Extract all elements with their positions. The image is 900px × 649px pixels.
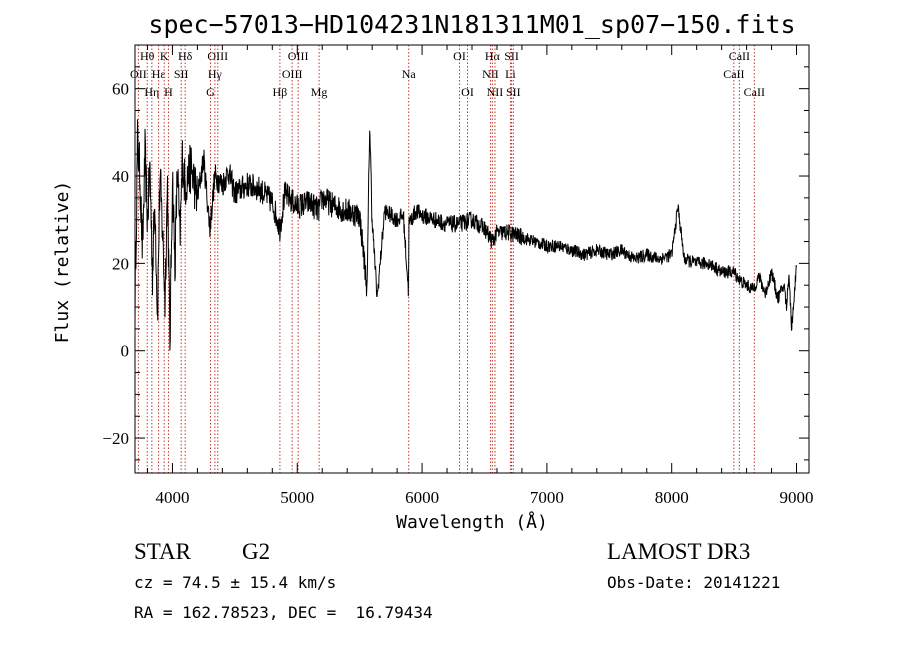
spectral-line-label-4: K [160,49,169,63]
spectral-line-label-10: OIII [207,49,228,63]
chart-title: spec−57013−HD104231N181311M01_sp07−150.f… [148,10,795,39]
spectral-line-label-0: Hθ [140,49,155,63]
axes: 4000 5000 6000 7000 8000 9000 −20 0 20 40 60 [102,44,814,507]
spectral-line-label-22: SII [504,49,519,63]
spectral-line-label-15: Na [402,67,417,81]
y-tick-label-1: 0 [121,342,130,361]
object-class: STAR [134,539,191,564]
spectral-line-label-26: CaII [744,85,765,99]
spectral-line-markers: HθOIIHηHεKHSIIHδGHγOIIIHβOIIIOIIIMgNaOIO… [130,45,765,473]
x-axis-label: Wavelength (Å) [396,511,548,533]
plot-area [134,119,797,351]
spectral-line-label-1: OII [130,67,147,81]
x-tick-label-2: 6000 [405,488,439,507]
y-axis-label: Flux (relative) [52,181,73,344]
spectral-line-label-12: OIII [282,67,303,81]
x-tick-label-4: 8000 [655,488,689,507]
spectral-line-label-7: Hδ [178,49,193,63]
spectral-line-label-13: OIII [288,49,309,63]
spectral-line-label-23: SII [506,85,521,99]
y-tick-label-3: 40 [112,167,129,186]
object-subclass: G2 [242,539,271,564]
y-tick-label-2: 20 [112,254,129,273]
x-tick-label-5: 9000 [780,488,814,507]
spectral-line-label-19: Hα [485,49,501,63]
spectral-line-label-18: NII [482,67,499,81]
spectral-line-label-2: Hη [144,85,159,99]
spectral-line-label-6: SII [174,67,189,81]
x-tick-label-1: 5000 [280,488,314,507]
y-tick-label-4: 60 [112,80,129,99]
spectral-line-label-20: NII [487,85,504,99]
x-tick-label-0: 4000 [155,488,189,507]
coordinates-text: RA = 162.78523, DEC = 16.79434 [134,603,433,622]
flux-series-line [134,119,797,351]
spectral-line-label-14: Mg [311,85,328,99]
spectral-line-label-16: OI [453,49,466,63]
spectral-line-label-24: CaII [723,67,744,81]
spectral-line-label-8: G [206,85,215,99]
x-tick-label-3: 7000 [530,488,564,507]
y-tick-label-0: −20 [102,429,129,448]
obs-date-text: Obs-Date: 20141221 [607,573,781,592]
spectral-line-label-3: Hε [152,67,166,81]
spectral-line-label-5: H [164,85,173,99]
spectral-line-label-21: Li [505,67,516,81]
redshift-text: cz = 74.5 ± 15.4 km/s [134,573,337,592]
spectral-line-label-17: OI [461,85,474,99]
spectral-line-label-9: Hγ [208,67,223,81]
survey-name: LAMOST DR3 [607,539,751,564]
plot-frame [134,44,810,474]
spectral-line-label-25: CaII [729,49,750,63]
spectral-line-label-11: Hβ [273,85,288,99]
